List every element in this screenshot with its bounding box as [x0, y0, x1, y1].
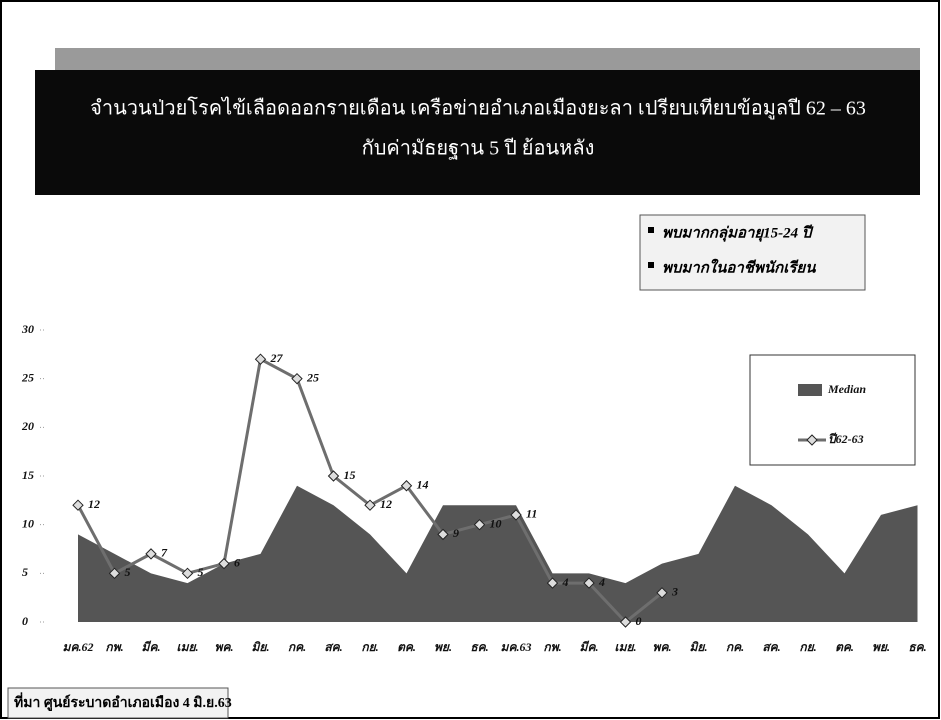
x-tick-label: พย.	[872, 640, 890, 654]
data-label: 14	[417, 477, 429, 491]
title-box	[35, 70, 920, 195]
x-tick-label: ตค.	[835, 640, 854, 654]
note: พบมากกลุ่มอายุ15-24 ปี	[662, 224, 814, 242]
y-tick-label: 0	[22, 614, 28, 628]
marker	[583, 577, 595, 589]
marker	[327, 470, 340, 482]
notes-box	[639, 214, 866, 291]
data-label: 10	[490, 516, 502, 530]
marker	[437, 528, 449, 541]
y-tick-label: 25	[21, 370, 34, 384]
marker	[181, 567, 194, 580]
source-box	[7, 687, 229, 719]
marker	[546, 577, 559, 589]
data-label: 12	[380, 497, 392, 511]
x-tick-label: มค.62	[63, 640, 94, 654]
x-tick-label: ธค.	[470, 640, 488, 654]
marker	[400, 480, 413, 492]
data-label: 6	[234, 555, 240, 569]
marker	[108, 567, 121, 580]
source: ที่มา ศูนย์ระบาดอำเภอเมือง 4 มิ.ย.63	[14, 692, 232, 711]
x-tick-label: กพ.	[105, 640, 123, 654]
x-tick-label: กค.	[726, 640, 744, 654]
data-label: 0	[636, 614, 642, 628]
legend-label: ปี62-63	[828, 432, 864, 446]
data-label: 5	[125, 565, 131, 579]
marker	[473, 518, 486, 531]
data-label: 7	[161, 546, 168, 560]
legend-swatch	[798, 384, 822, 396]
legend-marker	[806, 434, 818, 446]
x-tick-label: ธค.	[908, 640, 926, 654]
marker	[145, 548, 157, 560]
legend-label: Median	[827, 382, 866, 396]
marker	[72, 499, 84, 511]
data-label: 4	[562, 575, 569, 589]
x-tick-label: สค.	[324, 640, 342, 654]
bullet	[648, 227, 654, 233]
marker	[656, 587, 668, 599]
data-label: 3	[671, 585, 678, 599]
median-area	[78, 485, 918, 622]
x-tick-label: มิย.	[252, 640, 270, 654]
data-label: 4	[598, 575, 605, 589]
title-line: กับค่ามัธยฐาน 5 ปี ย้อนหลัง	[362, 138, 595, 160]
data-label: 11	[526, 507, 537, 521]
x-tick-label: พย.	[434, 640, 452, 654]
data-label: 12	[88, 497, 100, 511]
x-tick-label: เมย.	[176, 640, 198, 654]
x-tick-label: กย.	[799, 640, 816, 654]
marker	[291, 372, 303, 385]
x-tick-label: พค.	[653, 640, 672, 654]
marker	[619, 616, 632, 628]
note: พบมากในอาชีพนักเรียน	[662, 258, 816, 276]
data-label: 27	[270, 351, 284, 365]
marker	[364, 499, 376, 511]
y-tick-label: 10	[22, 516, 34, 530]
y-tick-label: 20	[21, 419, 34, 433]
x-tick-label: ตค.	[397, 640, 416, 654]
data-label: 9	[453, 526, 459, 540]
x-tick-label: มีค.	[142, 640, 161, 654]
x-tick-label: กค.	[288, 640, 306, 654]
marker	[510, 509, 522, 521]
data-label: 15	[344, 468, 356, 482]
x-tick-label: มิย.	[690, 640, 708, 654]
x-tick-label: พค.	[215, 640, 234, 654]
y-tick-label: 30	[21, 322, 34, 336]
data-label: 25	[306, 370, 319, 384]
bullet	[648, 262, 654, 268]
y-tick-label: 15	[22, 468, 34, 482]
x-tick-label: กพ.	[543, 640, 561, 654]
legend-box	[749, 354, 916, 466]
marker	[218, 557, 230, 570]
x-tick-label: มค.63	[501, 640, 532, 654]
title-line: จำนวนป่วยโรคไข้เลือดออกรายเดือน เครือข่า…	[90, 97, 866, 121]
y-tick-label: 5	[22, 565, 28, 579]
data-label: 5	[198, 565, 204, 579]
marker	[254, 353, 267, 365]
x-tick-label: เมย.	[614, 640, 636, 654]
x-tick-label: กย.	[361, 640, 378, 654]
x-tick-label: มีค.	[580, 640, 599, 654]
x-tick-label: สค.	[762, 640, 780, 654]
